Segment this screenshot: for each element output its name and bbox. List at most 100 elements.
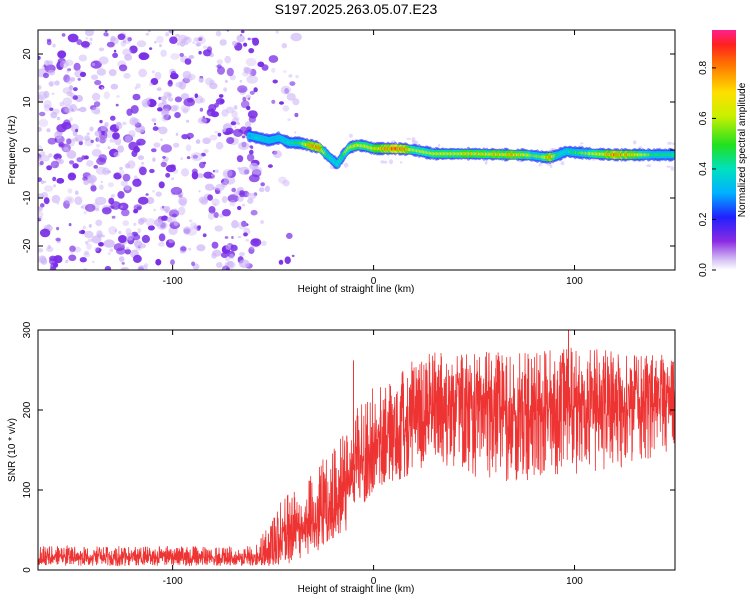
noise-blob — [222, 209, 231, 216]
noise-blob — [160, 96, 167, 101]
noise-blob — [180, 250, 183, 253]
noise-blob — [170, 53, 179, 60]
noise-blob — [233, 129, 243, 137]
noise-blob — [226, 244, 232, 250]
noise-blob — [90, 38, 93, 41]
noise-blob — [108, 226, 117, 235]
noise-blob — [214, 212, 219, 218]
noise-blob — [44, 197, 50, 204]
x-tick-label: -100 — [163, 576, 183, 587]
noise-blob — [278, 177, 286, 184]
noise-blob — [101, 235, 105, 238]
noise-blob — [208, 110, 211, 112]
noise-blob — [216, 142, 224, 150]
noise-blob — [91, 75, 98, 80]
noise-blob — [43, 91, 49, 99]
colorbar-tick-label: 0.2 — [698, 212, 709, 226]
noise-blob — [81, 41, 90, 48]
noise-blob — [79, 55, 88, 62]
noise-blob — [138, 197, 149, 205]
noise-blob — [97, 68, 106, 75]
noise-blob — [212, 187, 216, 190]
noise-blob — [134, 204, 143, 210]
noise-blob — [219, 94, 224, 98]
noise-blob — [260, 220, 264, 224]
noise-blob — [62, 33, 66, 37]
noise-blob — [186, 120, 189, 123]
noise-blob — [187, 156, 191, 159]
noise-blob — [138, 69, 147, 78]
noise-blob — [289, 81, 295, 86]
noise-blob — [283, 70, 286, 72]
noise-blob — [154, 219, 162, 227]
noise-blob — [53, 184, 56, 187]
noise-blob — [230, 200, 236, 207]
noise-blob — [39, 256, 46, 263]
noise-blob — [288, 74, 292, 77]
noise-blob — [104, 239, 115, 247]
noise-blob — [211, 174, 213, 176]
noise-blob — [216, 31, 222, 37]
noise-blob — [41, 180, 44, 184]
noise-blob — [203, 49, 212, 56]
noise-blob — [122, 262, 125, 265]
noise-blob — [252, 38, 259, 46]
noise-blob — [110, 36, 116, 42]
noise-blob — [95, 220, 102, 227]
noise-blob — [207, 194, 213, 200]
noise-blob — [109, 248, 113, 252]
noise-blob — [49, 256, 57, 262]
noise-blob — [195, 93, 199, 98]
noise-blob — [389, 159, 393, 164]
noise-blob — [151, 118, 156, 122]
noise-blob — [53, 109, 60, 115]
noise-blob — [156, 36, 164, 44]
noise-blob — [107, 42, 115, 48]
noise-blob — [77, 108, 80, 111]
noise-blob — [230, 245, 238, 252]
noise-blob — [103, 32, 108, 36]
noise-blob — [149, 82, 153, 86]
noise-blob — [41, 155, 50, 162]
noise-blob — [152, 70, 155, 73]
noise-blob — [203, 149, 208, 153]
noise-blob — [67, 150, 77, 159]
noise-blob — [245, 121, 251, 127]
noise-blob — [118, 231, 121, 234]
noise-blob — [239, 252, 245, 256]
noise-blob — [39, 216, 42, 220]
noise-blob — [146, 218, 155, 226]
noise-blob — [152, 158, 155, 162]
noise-blob — [273, 150, 282, 158]
noise-blob — [344, 163, 349, 168]
noise-blob — [118, 235, 127, 243]
noise-blob — [55, 238, 60, 242]
noise-blob — [113, 135, 117, 139]
noise-blob — [69, 117, 72, 121]
noise-blob — [52, 44, 55, 48]
y-tick-label: 200 — [22, 401, 33, 418]
noise-blob — [237, 122, 240, 125]
noise-blob — [83, 252, 90, 257]
noise-blob — [68, 188, 73, 193]
spectrogram-ylabel: Frequency (Hz) — [7, 116, 18, 185]
noise-blob — [268, 164, 273, 168]
noise-blob — [114, 152, 120, 157]
noise-blob — [208, 212, 215, 220]
noise-blob — [198, 51, 201, 55]
noise-blob — [561, 161, 565, 165]
noise-blob — [119, 64, 127, 71]
noise-blob — [132, 179, 141, 187]
noise-blob — [191, 152, 203, 161]
noise-blob — [249, 74, 252, 78]
noise-blob — [137, 40, 147, 47]
noise-blob — [57, 50, 66, 58]
noise-blob — [69, 223, 72, 226]
noise-blob — [102, 207, 112, 214]
noise-blob — [48, 138, 57, 145]
noise-blob — [169, 239, 174, 243]
noise-blob — [291, 33, 302, 42]
noise-blob — [168, 29, 174, 34]
noise-blob — [183, 98, 195, 106]
noise-blob — [66, 138, 71, 144]
